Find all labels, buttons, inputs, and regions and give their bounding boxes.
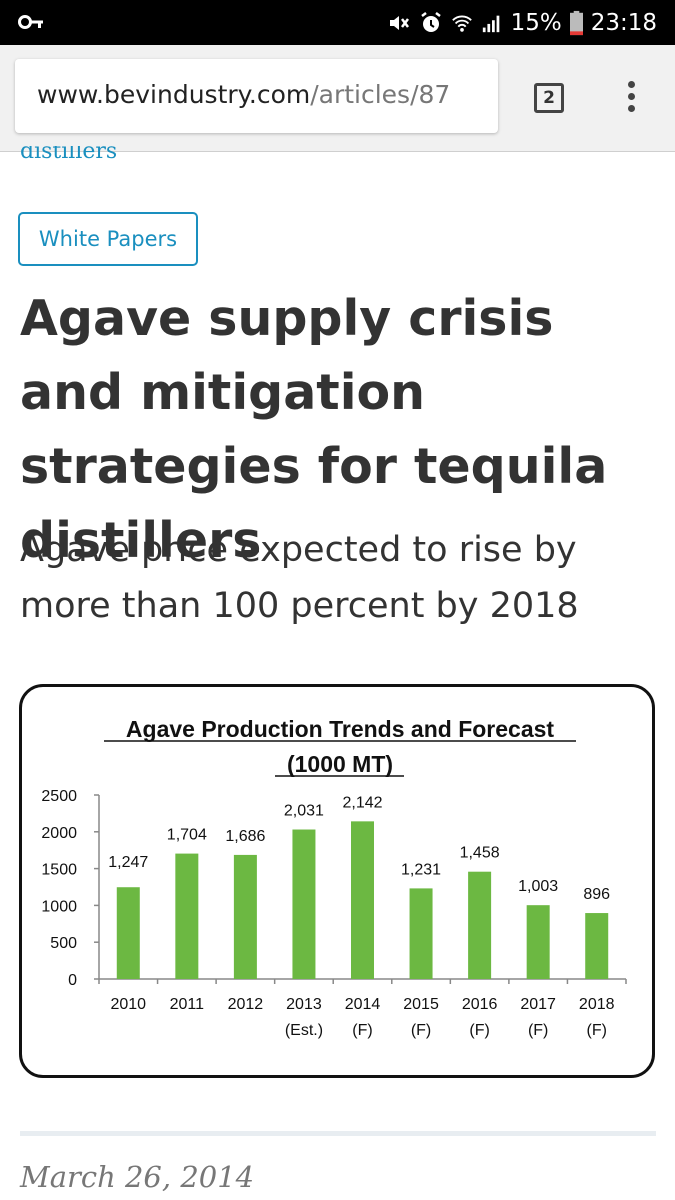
bar bbox=[292, 829, 316, 979]
browser-toolbar: www.bevindustry.com/articles/87 2 bbox=[0, 45, 675, 152]
chart-container: Agave Production Trends and Forecast (100… bbox=[19, 684, 655, 1078]
x-tick-sublabel: (F) bbox=[587, 1022, 607, 1039]
data-label: 1,704 bbox=[167, 827, 207, 844]
x-tick-label: 2015 bbox=[403, 996, 439, 1013]
bar bbox=[409, 888, 433, 979]
url-path: /articles/87 bbox=[310, 80, 451, 109]
battery-icon bbox=[569, 10, 583, 36]
x-tick-label: 2014 bbox=[345, 996, 381, 1013]
x-tick-label: 2011 bbox=[170, 996, 205, 1013]
publish-date: March 26, 2014 bbox=[20, 1160, 255, 1194]
url-text: www.bevindustry.com/articles/87 bbox=[37, 80, 450, 109]
tabs-button[interactable]: 2 bbox=[534, 83, 564, 113]
x-tick-label: 2010 bbox=[110, 996, 146, 1013]
data-label: 1,458 bbox=[460, 845, 500, 862]
wifi-icon bbox=[451, 15, 472, 32]
article-title: Agave supply crisis and mitigation strat… bbox=[20, 290, 608, 569]
bar bbox=[468, 871, 492, 979]
status-bar: 15% 23:18 bbox=[0, 0, 675, 45]
data-label: 2,142 bbox=[342, 794, 382, 811]
address-bar[interactable]: www.bevindustry.com/articles/87 bbox=[15, 59, 498, 133]
x-tick-sublabel: (F) bbox=[411, 1022, 431, 1039]
tab-count: 2 bbox=[543, 88, 555, 108]
chart-title: Agave Production Trends and Forecast bbox=[126, 716, 554, 742]
x-tick-sublabel: (F) bbox=[352, 1022, 372, 1039]
data-label: 1,231 bbox=[401, 861, 441, 878]
x-tick-label: 2018 bbox=[579, 996, 615, 1013]
x-tick-sublabel: (F) bbox=[528, 1022, 548, 1039]
data-label: 1,686 bbox=[225, 828, 265, 845]
divider bbox=[20, 1131, 656, 1136]
y-tick-label: 1500 bbox=[41, 862, 77, 879]
y-tick-label: 0 bbox=[68, 972, 77, 989]
alarm-icon bbox=[420, 12, 441, 32]
data-label: 1,003 bbox=[518, 878, 558, 895]
category-tag[interactable]: White Papers bbox=[18, 212, 198, 266]
y-tick-label: 2000 bbox=[41, 825, 77, 842]
bar bbox=[526, 905, 550, 979]
more-vert-icon[interactable] bbox=[620, 81, 642, 117]
data-label: 896 bbox=[583, 886, 610, 903]
data-label: 1,247 bbox=[108, 854, 148, 871]
x-tick-label: 2016 bbox=[462, 996, 498, 1013]
clock: 23:18 bbox=[590, 10, 657, 36]
article-subtitle: Agave price expected to rise by more tha… bbox=[20, 530, 579, 626]
status-icons: 15% 23:18 bbox=[387, 6, 657, 40]
signal-icon bbox=[482, 15, 499, 33]
mute-icon bbox=[389, 16, 409, 30]
bar bbox=[116, 887, 140, 979]
battery-percent: 15% bbox=[510, 10, 562, 36]
bar bbox=[585, 913, 609, 979]
bar-chart: Agave Production Trends and Forecast (100… bbox=[41, 716, 627, 1039]
y-tick-label: 500 bbox=[50, 935, 77, 952]
y-tick-label: 2500 bbox=[41, 788, 77, 805]
x-tick-label: 2013 bbox=[286, 996, 322, 1013]
url-domain: www.bevindustry.com bbox=[37, 80, 311, 109]
data-label: 2,031 bbox=[284, 803, 324, 820]
bar bbox=[175, 853, 199, 979]
breadcrumb-link[interactable]: distillers bbox=[20, 146, 118, 164]
x-tick-sublabel: (F) bbox=[469, 1022, 489, 1039]
bar bbox=[351, 821, 374, 979]
x-tick-label: 2017 bbox=[520, 996, 556, 1013]
chart-subtitle: (1000 MT) bbox=[287, 751, 393, 777]
y-tick-label: 1000 bbox=[41, 898, 77, 915]
x-tick-sublabel: (Est.) bbox=[285, 1022, 323, 1039]
x-tick-label: 2012 bbox=[228, 996, 264, 1013]
bar bbox=[233, 854, 257, 979]
key-icon bbox=[18, 15, 43, 29]
